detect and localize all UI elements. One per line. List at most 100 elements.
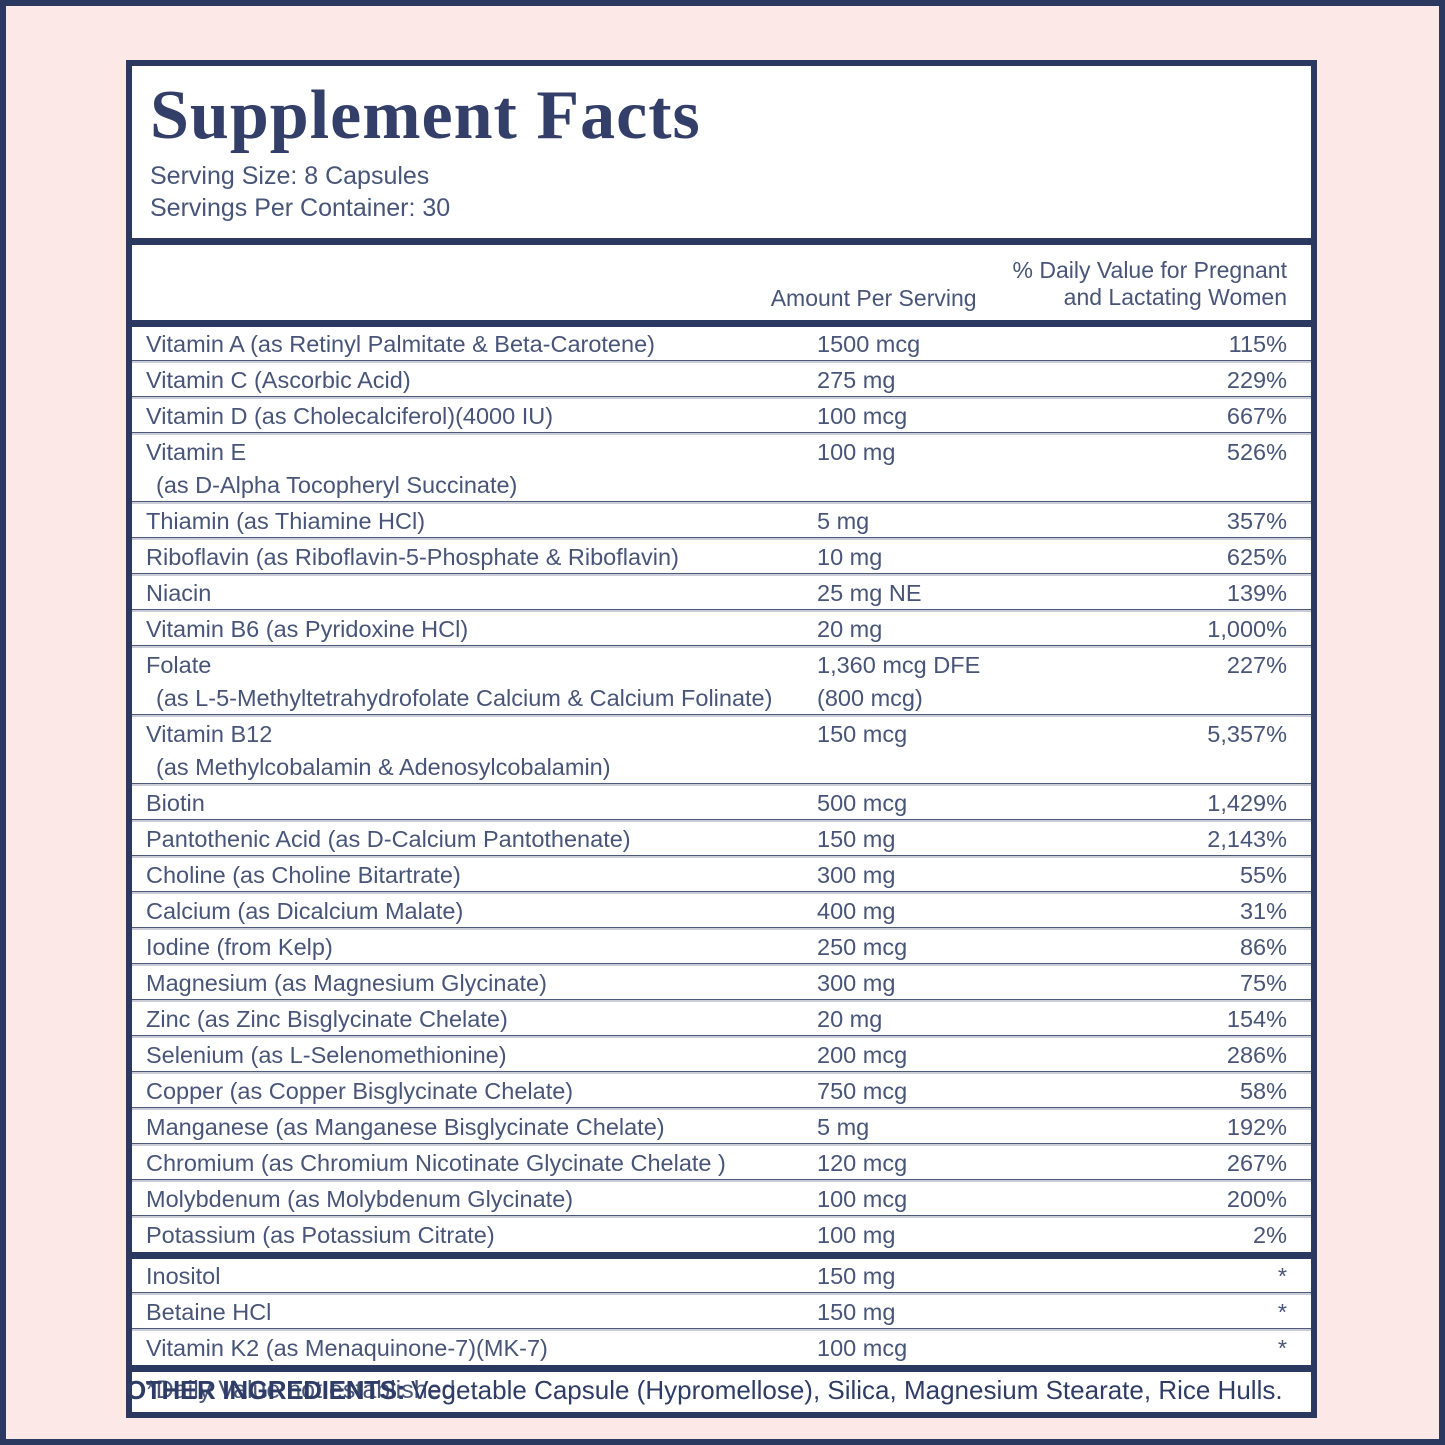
table-row: Vitamin B6 (as Pyridoxine HCl) 20 mg 1,000… (132, 610, 1311, 646)
nutrient-name: Choline (as Choline Bitartrate) (146, 862, 461, 888)
daily-value-column-header: % Daily Value for Pregnant and Lactating… (1013, 257, 1287, 311)
nutrient-amount: 20 mg (817, 616, 883, 642)
nutrient-amount: 100 mcg (817, 403, 908, 429)
column-headers: Amount Per Serving % Daily Value for Pre… (132, 245, 1311, 320)
nutrient-daily-value: 2,143% (1207, 826, 1287, 852)
nutrient-name: Magnesium (as Magnesium Glycinate) (146, 970, 547, 996)
nutrient-amount: 750 mcg (817, 1078, 908, 1104)
nutrient-name: Vitamin B6 (as Pyridoxine HCl) (146, 616, 469, 642)
nutrient-daily-value: 2% (1253, 1222, 1287, 1248)
nutrient-amount: 150 mg (817, 1299, 896, 1325)
nutrient-amount: 10 mg (817, 544, 883, 570)
nutrient-name: Zinc (as Zinc Bisglycinate Chelate) (146, 1006, 508, 1032)
amount-column-header: Amount Per Serving (770, 285, 977, 311)
table-row: Vitamin E 100 mg 526% (as D-Alpha Tocophery… (132, 433, 1311, 502)
table-row: Vitamin A (as Retinyl Palmitate & Beta-C… (132, 327, 1311, 361)
daily-value-footnote: *Daily Value not established. (132, 1372, 1311, 1412)
table-row: Magnesium (as Magnesium Glycinate) 300 mg… (132, 964, 1311, 1000)
table-row: Folate 1,360 mcg DFE 227% (as L-5-Methyltet… (132, 646, 1311, 715)
nutrient-daily-value: 229% (1226, 367, 1287, 393)
table-row: Potassium (as Potassium Citrate) 100 mg 2% (132, 1216, 1311, 1252)
nutrient-amount: 100 mg (817, 439, 896, 465)
table-row: Pantothenic Acid (as D-Calcium Pantothen… (132, 820, 1311, 856)
serving-size-text: Serving Size: 8 Capsules (150, 162, 430, 190)
servings-per-container-text: Servings Per Container: 30 (150, 194, 451, 222)
nutrient-daily-value-continued (1147, 682, 1287, 715)
nutrient-daily-value: 227% (1226, 652, 1287, 678)
nutrient-daily-value: 200% (1226, 1186, 1287, 1212)
nutrient-amount: 500 mcg (817, 790, 908, 816)
nutrient-amount: 300 mg (817, 862, 896, 888)
nutrient-name: Chromium (as Chromium Nicotinate Glycina… (146, 1150, 726, 1176)
panel-header: Supplement Facts Serving Size: 8 Capsule… (132, 66, 1311, 238)
nutrient-amount: 20 mg (817, 1006, 883, 1032)
table-row: Selenium (as L-Selenomethionine) 200 mcg 2… (132, 1036, 1311, 1072)
nutrient-daily-value: 667% (1226, 403, 1287, 429)
nutrient-daily-value: 86% (1239, 934, 1287, 960)
nutrient-daily-value: * (1277, 1263, 1287, 1289)
nutrient-table: Vitamin A (as Retinyl Palmitate & Beta-C… (132, 327, 1311, 1252)
table-row: Niacin 25 mg NE 139% (132, 574, 1311, 610)
nutrient-daily-value: 58% (1239, 1078, 1287, 1104)
nutrient-name: Vitamin A (as Retinyl Palmitate & Beta-C… (146, 331, 655, 357)
table-row: Manganese (as Manganese Bisglycinate Che… (132, 1108, 1311, 1144)
table-row: Calcium (as Dicalcium Malate) 400 mg 31% (132, 892, 1311, 928)
supplement-facts-panel: Supplement Facts Serving Size: 8 Capsule… (126, 60, 1317, 1418)
table-row: Vitamin K2 (as Menaquinone-7)(MK-7) 100 m… (132, 1329, 1311, 1365)
nutrient-amount: 300 mg (817, 970, 896, 996)
table-row: Biotin 500 mcg 1,429% (132, 784, 1311, 820)
nutrient-amount: 200 mcg (817, 1042, 908, 1068)
nutrient-name: Riboflavin (as Riboflavin-5-Phosphate & … (146, 544, 679, 570)
nutrient-name-continued: (as L-5-Methyltetrahydrofolate Calcium &… (156, 685, 773, 711)
nutrient-name: Niacin (146, 580, 212, 606)
table-row: Chromium (as Chromium Nicotinate Glycina… (132, 1144, 1311, 1180)
nutrient-amount: 150 mcg (817, 721, 908, 747)
nutrient-name: Vitamin B12 (146, 721, 273, 747)
nutrient-name: Manganese (as Manganese Bisglycinate Che… (146, 1114, 665, 1140)
section-divider (132, 1365, 1311, 1372)
table-row: Vitamin B12 150 mcg 5,357% (as Methylcobala… (132, 715, 1311, 784)
nutrient-amount: 25 mg NE (817, 580, 922, 606)
other-ingredients: OTHER INGREDIENTS: Vegetable Capsule (Hyp… (126, 1374, 1326, 1406)
nutrient-daily-value: 154% (1226, 1006, 1287, 1032)
nutrient-name: Biotin (146, 790, 205, 816)
daily-value-header-line2: and Lactating Women (1063, 284, 1287, 310)
nutrient-amount: 100 mcg (817, 1335, 908, 1361)
nutrient-daily-value: * (1277, 1335, 1287, 1361)
nutrient-daily-value: 286% (1226, 1042, 1287, 1068)
nutrient-daily-value: 55% (1239, 862, 1287, 888)
nutrient-name: Selenium (as L-Selenomethionine) (146, 1042, 507, 1068)
nutrient-amount-continued (817, 751, 1147, 784)
nutrient-name-continued: (as D-Alpha Tocopheryl Succinate) (156, 472, 518, 498)
nutrient-name: Inositol (146, 1263, 221, 1289)
nutrient-name: Vitamin K2 (as Menaquinone-7)(MK-7) (146, 1335, 548, 1361)
nutrient-daily-value: 75% (1239, 970, 1287, 996)
table-row: Zinc (as Zinc Bisglycinate Chelate) 20 mg… (132, 1000, 1311, 1036)
panel-title: Supplement Facts (150, 77, 701, 154)
nutrient-amount: 275 mg (817, 367, 896, 393)
nutrient-daily-value: 31% (1239, 898, 1287, 924)
table-row: Iodine (from Kelp) 250 mcg 86% (132, 928, 1311, 964)
nutrient-daily-value: 1,000% (1207, 616, 1287, 642)
table-row: Copper (as Copper Bisglycinate Chelate) 7… (132, 1072, 1311, 1108)
nutrient-name: Vitamin D (as Cholecalciferol)(4000 IU) (146, 403, 554, 429)
nutrient-daily-value: 139% (1226, 580, 1287, 606)
nutrient-name: Folate (146, 652, 212, 678)
nutrient-amount: 400 mg (817, 898, 896, 924)
table-row: Thiamin (as Thiamine HCl) 5 mg 357% (132, 502, 1311, 538)
nutrient-daily-value: 357% (1226, 508, 1287, 534)
nutrient-amount: 1,360 mcg DFE (817, 652, 981, 678)
other-ingredients-label: OTHER INGREDIENTS: (126, 1375, 406, 1405)
nutrient-name: Calcium (as Dicalcium Malate) (146, 898, 464, 924)
nutrient-daily-value: 625% (1226, 544, 1287, 570)
nutrient-name: Vitamin E (146, 439, 247, 465)
nutrient-daily-value: * (1277, 1299, 1287, 1325)
section-divider (132, 1252, 1311, 1259)
nutrient-amount: 1500 mcg (817, 331, 921, 357)
table-row: Molybdenum (as Molybdenum Glycinate) 100 … (132, 1180, 1311, 1216)
table-row: Vitamin C (Ascorbic Acid) 275 mg 229% (132, 361, 1311, 397)
non-dv-nutrient-table: Inositol 150 mg * Betaine HCl 150 mg * Vitamin… (132, 1259, 1311, 1365)
nutrient-name: Potassium (as Potassium Citrate) (146, 1222, 495, 1248)
other-ingredients-text: Vegetable Capsule (Hypromellose), Silica… (411, 1375, 1283, 1405)
